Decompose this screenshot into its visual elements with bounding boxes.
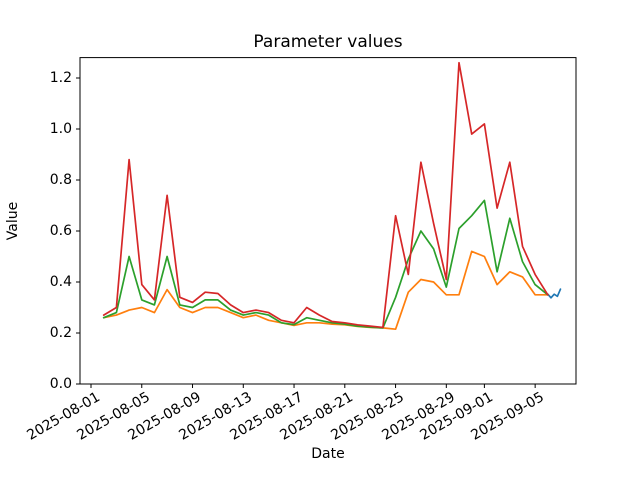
y-tick-label: 0.8 [49,172,72,188]
series-red-line [102,61,549,329]
series-orange-line [102,250,549,331]
y-tick-label: 0.4 [49,274,72,290]
y-tick-label: 0.2 [49,325,72,341]
x-axis-label: Date [311,446,345,462]
y-axis-label: Value [5,201,21,241]
axes-spines [79,57,577,385]
chart-title: Parameter values [253,32,403,52]
series-green-line [102,199,549,329]
y-tick-label: 1.0 [49,121,72,137]
y-tick-label: 1.2 [49,70,72,86]
series-blue-line [546,288,562,299]
y-tick-label: 0.6 [49,223,72,239]
y-tick-label: 0.0 [49,376,72,392]
